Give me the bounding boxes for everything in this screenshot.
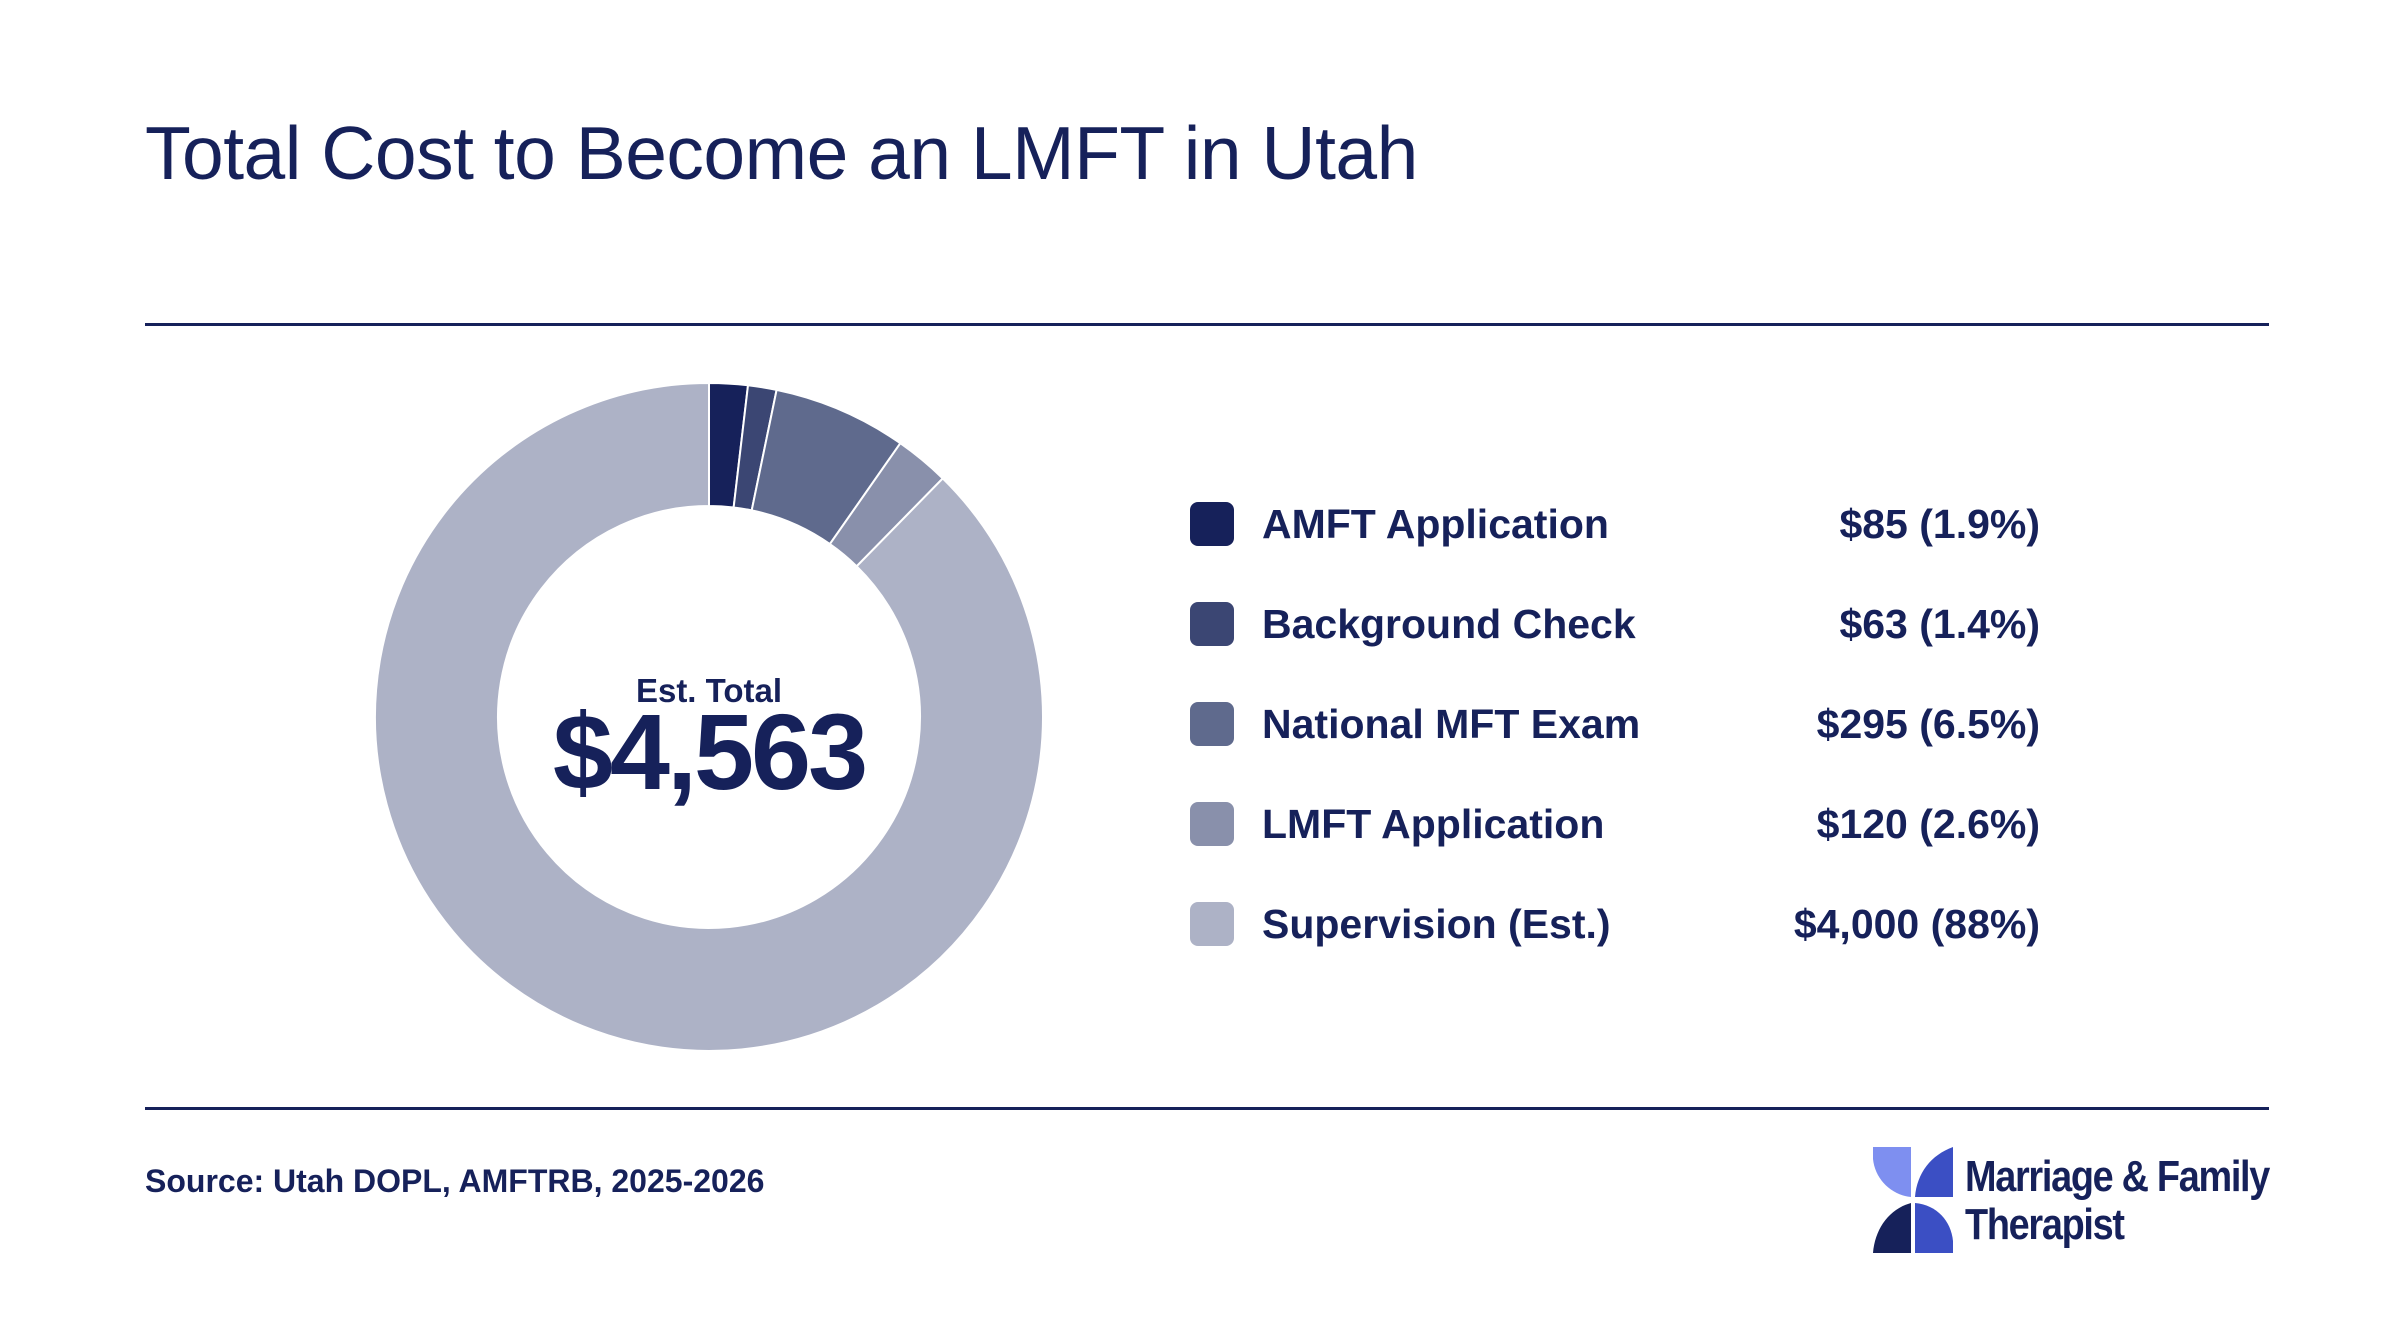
legend-item: Background Check $63 (1.4%) [1190, 574, 2040, 674]
legend-value: $63 (1.4%) [1839, 600, 2040, 647]
page-title: Total Cost to Become an LMFT in Utah [145, 111, 1418, 195]
top-divider [145, 323, 2269, 326]
brand-mark-petal-top-right [1915, 1147, 1953, 1197]
brand-mark-icon [1873, 1147, 1953, 1253]
brand-mark-petal-bottom-right [1915, 1203, 1953, 1253]
legend-item: National MFT Exam $295 (6.5%) [1190, 674, 2040, 774]
legend-value: $295 (6.5%) [1816, 700, 2040, 747]
source-note: Source: Utah DOPL, AMFTRB, 2025-2026 [145, 1163, 765, 1199]
legend-label: AMFT Application [1262, 500, 1609, 547]
legend-value: $120 (2.6%) [1816, 800, 2040, 847]
legend-swatch [1190, 802, 1234, 846]
legend-item: LMFT Application $120 (2.6%) [1190, 774, 2040, 874]
legend-label: Background Check [1262, 600, 1636, 647]
legend-value: $4,000 (88%) [1793, 900, 2040, 947]
legend-value: $85 (1.9%) [1839, 500, 2040, 547]
brand-wordmark: Marriage & Family Therapist [1965, 1152, 2270, 1249]
brand-logo: Marriage & Family Therapist [1873, 1145, 2273, 1260]
brand-line-1: Marriage & Family [1965, 1152, 2270, 1201]
brand-mark-petal-top-left [1873, 1147, 1911, 1197]
legend-label: Supervision (Est.) [1262, 900, 1611, 947]
donut-center-value: $4,563 [552, 691, 868, 812]
chart-legend: AMFT Application $85 (1.9%) Background C… [1190, 474, 2040, 974]
legend-label: LMFT Application [1262, 800, 1605, 847]
legend-swatch [1190, 902, 1234, 946]
donut-center-label: Est. Total [635, 672, 783, 709]
legend-label: National MFT Exam [1262, 700, 1641, 747]
legend-swatch [1190, 602, 1234, 646]
donut-chart [374, 381, 1044, 1052]
bottom-divider [145, 1107, 2269, 1110]
brand-line-2: Therapist [1965, 1199, 2125, 1249]
legend-item: Supervision (Est.) $4,000 (88%) [1190, 874, 2040, 974]
legend-item: AMFT Application $85 (1.9%) [1190, 474, 2040, 574]
brand-mark-petal-bottom-left [1873, 1203, 1911, 1253]
legend-swatch [1190, 702, 1234, 746]
donut-slice-supervision-est [374, 381, 1044, 1052]
legend-swatch [1190, 502, 1234, 546]
